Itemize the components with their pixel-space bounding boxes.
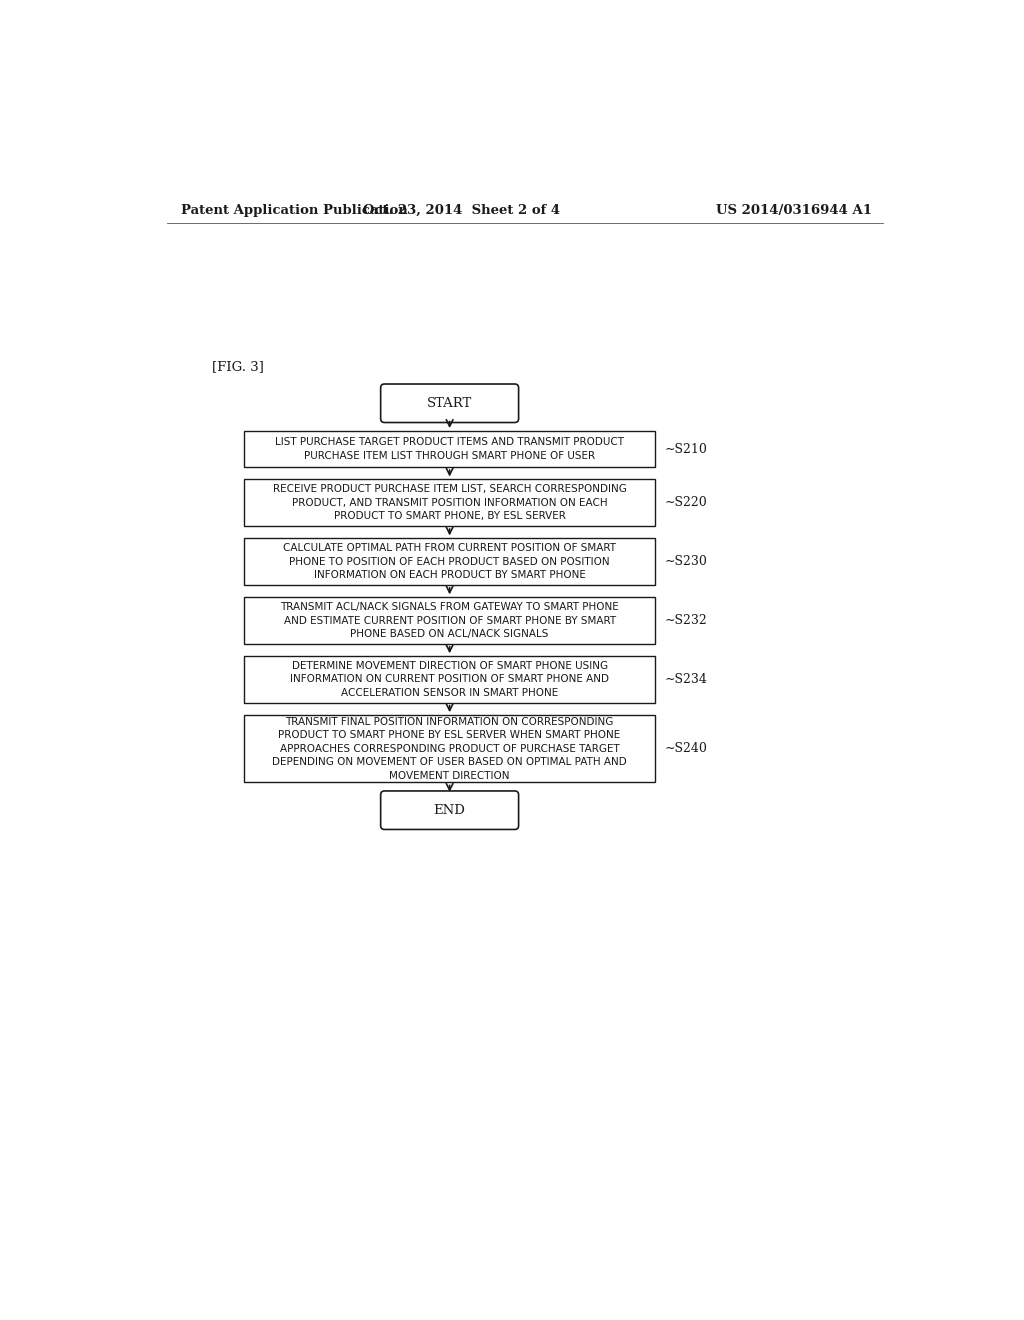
FancyBboxPatch shape — [245, 715, 655, 783]
Text: ∼S234: ∼S234 — [665, 673, 708, 686]
FancyBboxPatch shape — [245, 430, 655, 467]
Text: Patent Application Publication: Patent Application Publication — [180, 205, 408, 218]
Text: LIST PURCHASE TARGET PRODUCT ITEMS AND TRANSMIT PRODUCT
PURCHASE ITEM LIST THROU: LIST PURCHASE TARGET PRODUCT ITEMS AND T… — [275, 437, 624, 461]
Text: RECEIVE PRODUCT PURCHASE ITEM LIST, SEARCH CORRESPONDING
PRODUCT, AND TRANSMIT P: RECEIVE PRODUCT PURCHASE ITEM LIST, SEAR… — [272, 484, 627, 521]
Text: CALCULATE OPTIMAL PATH FROM CURRENT POSITION OF SMART
PHONE TO POSITION OF EACH : CALCULATE OPTIMAL PATH FROM CURRENT POSI… — [283, 543, 616, 581]
Text: Oct. 23, 2014  Sheet 2 of 4: Oct. 23, 2014 Sheet 2 of 4 — [362, 205, 560, 218]
FancyBboxPatch shape — [245, 479, 655, 527]
Text: TRANSMIT ACL/NACK SIGNALS FROM GATEWAY TO SMART PHONE
AND ESTIMATE CURRENT POSIT: TRANSMIT ACL/NACK SIGNALS FROM GATEWAY T… — [281, 602, 618, 639]
FancyBboxPatch shape — [381, 384, 518, 422]
Text: ∼S232: ∼S232 — [665, 614, 707, 627]
Text: DETERMINE MOVEMENT DIRECTION OF SMART PHONE USING
INFORMATION ON CURRENT POSITIO: DETERMINE MOVEMENT DIRECTION OF SMART PH… — [290, 661, 609, 698]
FancyBboxPatch shape — [245, 656, 655, 702]
Text: TRANSMIT FINAL POSITION INFORMATION ON CORRESPONDING
PRODUCT TO SMART PHONE BY E: TRANSMIT FINAL POSITION INFORMATION ON C… — [272, 717, 627, 781]
Text: END: END — [434, 804, 466, 817]
Text: ∼S240: ∼S240 — [665, 742, 708, 755]
Text: ∼S230: ∼S230 — [665, 556, 708, 568]
Text: US 2014/0316944 A1: US 2014/0316944 A1 — [716, 205, 872, 218]
Text: ∼S210: ∼S210 — [665, 442, 708, 455]
Text: START: START — [427, 397, 472, 409]
FancyBboxPatch shape — [381, 791, 518, 829]
Text: ∼S220: ∼S220 — [665, 496, 707, 510]
FancyBboxPatch shape — [245, 539, 655, 585]
FancyBboxPatch shape — [245, 598, 655, 644]
Text: [FIG. 3]: [FIG. 3] — [212, 360, 263, 372]
